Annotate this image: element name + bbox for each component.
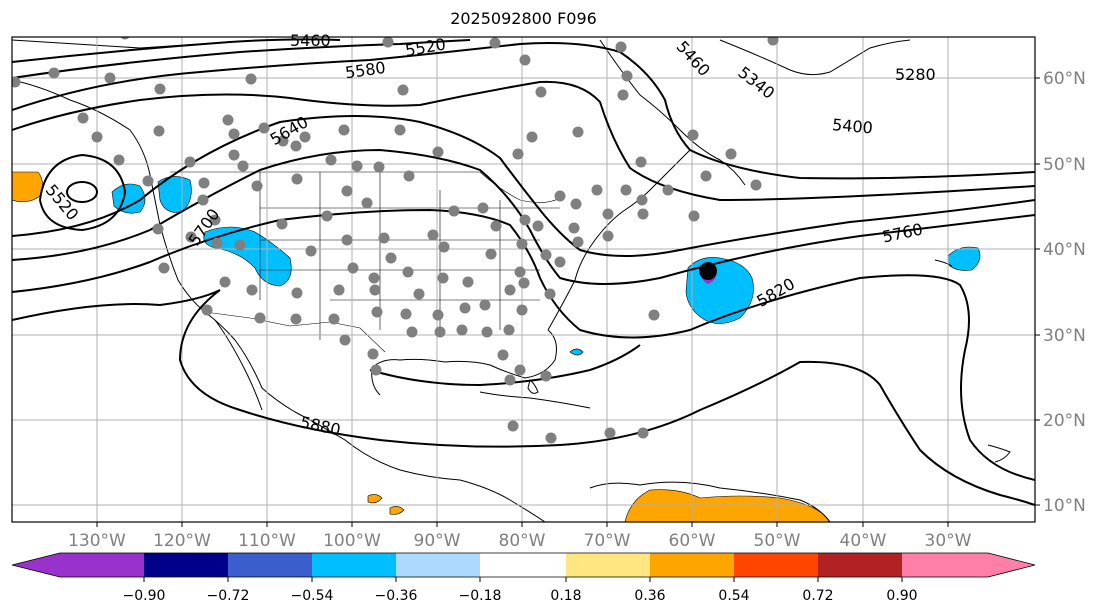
colorbar-tick-label: −0.72 bbox=[207, 588, 250, 604]
latitude-labels: 60°N 50°N 40°N 30°N 20°N 10°N bbox=[1043, 69, 1086, 516]
contour-label: 5460 bbox=[290, 31, 331, 50]
contour-low-center bbox=[66, 181, 98, 203]
lon-label: 110°W bbox=[238, 531, 296, 551]
borders bbox=[170, 171, 561, 353]
contour-5580 bbox=[12, 42, 1035, 180]
colorbar-tick-label: 0.18 bbox=[550, 588, 581, 604]
contour-label: 5460 bbox=[673, 37, 714, 80]
orange-anomaly-small2 bbox=[389, 506, 405, 515]
colorbar-tick-label: 0.72 bbox=[802, 588, 833, 604]
colorbar-segment bbox=[650, 553, 734, 577]
axis-ticks bbox=[96, 77, 1040, 527]
lon-label: 80°W bbox=[499, 531, 546, 551]
colorbar-extend-left bbox=[12, 553, 60, 577]
contour-label: 5760 bbox=[881, 220, 925, 247]
longitude-labels: 130°W 120°W 110°W 100°W 90°W 80°W 70°W 6… bbox=[68, 531, 972, 551]
contour-5520 bbox=[12, 39, 471, 79]
contour-5460 bbox=[12, 38, 341, 63]
lon-label: 130°W bbox=[68, 531, 126, 551]
blue-anomaly-azores bbox=[947, 246, 981, 271]
colorbar: −0.90 −0.72 −0.54 −0.36 −0.18 0.18 0.36 … bbox=[11, 552, 1036, 604]
contour-label: 5880 bbox=[299, 412, 343, 439]
lon-label: 120°W bbox=[153, 531, 211, 551]
contour-label: 5640 bbox=[267, 112, 312, 149]
lon-label: 100°W bbox=[323, 531, 381, 551]
lat-label: 50°N bbox=[1043, 155, 1086, 175]
contour-5640 bbox=[12, 80, 1035, 202]
contour-label: 5520 bbox=[404, 34, 447, 60]
lon-label: 40°W bbox=[840, 531, 887, 551]
colorbar-segment bbox=[566, 553, 650, 577]
colorbar-segment bbox=[60, 553, 144, 577]
orange-anomaly-pacific bbox=[12, 171, 43, 203]
colorbar-extend-right bbox=[988, 553, 1035, 577]
contour-label: 5820 bbox=[753, 274, 798, 311]
lat-label: 20°N bbox=[1043, 411, 1086, 431]
lat-label: 40°N bbox=[1043, 240, 1086, 260]
blue-anomaly-small bbox=[569, 348, 584, 356]
colorbar-segment bbox=[734, 553, 818, 577]
lon-label: 90°W bbox=[414, 531, 461, 551]
contour-labels: 5460 5520 5580 5640 5460 5340 5280 5400 … bbox=[42, 31, 936, 439]
lon-label: 70°W bbox=[584, 531, 631, 551]
colorbar-ticks bbox=[143, 577, 903, 582]
colorbar-tick-label: 0.54 bbox=[718, 588, 749, 604]
lon-label: 60°W bbox=[669, 531, 716, 551]
blue-anomaly-rockies bbox=[203, 226, 292, 287]
orange-anomaly-small bbox=[367, 494, 383, 504]
blue-anomaly-nw2 bbox=[157, 176, 192, 213]
contour-label: 5280 bbox=[895, 65, 936, 84]
lat-label: 30°N bbox=[1043, 326, 1086, 346]
contour-5820 bbox=[12, 208, 1035, 481]
lon-label: 50°W bbox=[754, 531, 801, 551]
contour-5760 bbox=[12, 148, 1035, 285]
colorbar-tick-label: −0.18 bbox=[459, 588, 502, 604]
colorbar-segment bbox=[902, 553, 988, 577]
contour-label: 5340 bbox=[734, 63, 778, 103]
colorbar-tick-label: 0.36 bbox=[634, 588, 665, 604]
contour-label: 5400 bbox=[831, 115, 873, 137]
map-title: 2025092800 F096 bbox=[450, 9, 597, 28]
colorbar-segment bbox=[818, 553, 902, 577]
contour-5880-inner bbox=[369, 344, 641, 387]
colorbar-tick-label: −0.90 bbox=[123, 588, 166, 604]
coastlines bbox=[12, 39, 1011, 522]
colorbar-segment bbox=[480, 553, 566, 577]
colorbar-segment bbox=[312, 553, 396, 577]
orange-anomaly-south-america bbox=[624, 489, 831, 522]
contour-5880 bbox=[12, 289, 1035, 506]
colorbar-tick-label: −0.36 bbox=[375, 588, 418, 604]
lon-label: 30°W bbox=[925, 531, 972, 551]
colorbar-segment bbox=[228, 553, 312, 577]
colorbar-tick-label: −0.54 bbox=[291, 588, 334, 604]
map-frame bbox=[11, 36, 1036, 523]
lat-label: 10°N bbox=[1043, 496, 1086, 516]
colorbar-segment bbox=[144, 553, 228, 577]
map-plot-area bbox=[12, 37, 1035, 522]
lat-label: 60°N bbox=[1043, 69, 1086, 89]
colorbar-segment bbox=[396, 553, 480, 577]
colorbar-outline bbox=[11, 552, 1036, 578]
storm-center-marker bbox=[699, 262, 717, 280]
station-markers bbox=[12, 37, 779, 444]
colorbar-tick-label: 0.90 bbox=[886, 588, 917, 604]
blue-anomaly-pacific-nw bbox=[111, 183, 146, 214]
